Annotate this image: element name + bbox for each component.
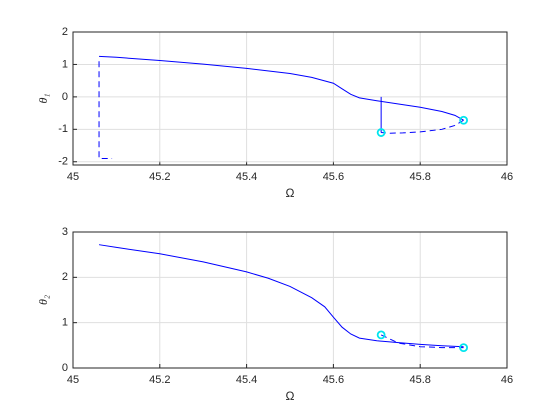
marker bbox=[459, 343, 469, 353]
x-tick-label: 45.8 bbox=[409, 374, 430, 386]
x-tick-label: 46 bbox=[501, 374, 513, 386]
x-tick-label: 45.8 bbox=[409, 171, 430, 183]
y-axis-label: θ₁ bbox=[36, 93, 50, 103]
marker bbox=[459, 115, 469, 125]
series-line bbox=[381, 119, 464, 134]
series-line bbox=[98, 61, 113, 160]
plot-area bbox=[73, 32, 507, 165]
y-tick-label: 0 bbox=[62, 91, 68, 103]
y-tick-label: -2 bbox=[58, 156, 68, 168]
x-axis-label: Ω bbox=[286, 389, 295, 403]
y-tick-label: 3 bbox=[62, 226, 68, 238]
series-line bbox=[99, 55, 464, 121]
x-tick-label: 45 bbox=[67, 171, 79, 183]
y-tick-label: 1 bbox=[62, 58, 68, 70]
axes-box bbox=[72, 231, 508, 369]
x-tick-label: 45.4 bbox=[236, 374, 257, 386]
x-tick-label: 45.4 bbox=[236, 171, 257, 183]
y-tick-label: 0 bbox=[62, 362, 68, 374]
x-tick-label: 46 bbox=[501, 171, 513, 183]
y-tick-label: 2 bbox=[62, 271, 68, 283]
x-tick-label: 45.2 bbox=[149, 171, 170, 183]
series-line bbox=[98, 244, 464, 348]
marker bbox=[376, 330, 386, 340]
x-tick-label: 45.6 bbox=[323, 374, 344, 386]
y-tick-label: 1 bbox=[62, 317, 68, 329]
x-axis-label: Ω bbox=[286, 186, 295, 200]
y-axis-label: θ₂ bbox=[36, 295, 50, 305]
x-tick-label: 45.6 bbox=[323, 171, 344, 183]
y-tick-label: -1 bbox=[58, 123, 68, 135]
marker bbox=[376, 128, 386, 137]
axes-box bbox=[72, 31, 508, 166]
series-line bbox=[380, 334, 464, 349]
y-tick-label: 2 bbox=[62, 26, 68, 38]
x-tick-label: 45 bbox=[67, 374, 79, 386]
x-tick-label: 45.2 bbox=[149, 374, 170, 386]
